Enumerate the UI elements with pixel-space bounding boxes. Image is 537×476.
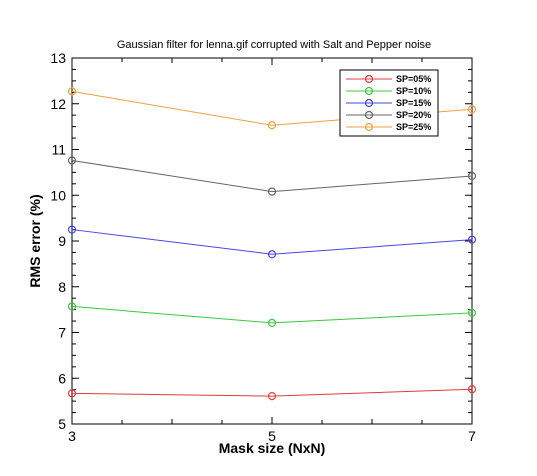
y-tick-label: 5: [58, 416, 66, 432]
chart-title: Gaussian filter for lenna.gif corrupted …: [117, 39, 431, 51]
data-point: [67, 87, 77, 96]
y-tick-label: 9: [58, 233, 66, 249]
y-tick-label: 8: [58, 279, 66, 295]
data-point: [267, 318, 277, 327]
legend: SP=05% SP=10% SP=15% SP=20% SP=25%: [339, 69, 439, 137]
series-3: [67, 225, 477, 259]
series-lines: [67, 87, 477, 401]
data-point: [267, 250, 277, 259]
data-point: [467, 235, 477, 244]
y-tick-label: 6: [58, 370, 66, 386]
data-point: [67, 225, 77, 234]
data-point: [67, 302, 77, 311]
y-tick-label: 13: [50, 50, 66, 66]
x-tick-label: 7: [468, 428, 476, 444]
data-point: [467, 385, 477, 394]
legend-swatch-marker: [364, 110, 374, 120]
y-tick-label: 12: [50, 96, 66, 112]
series-4: [67, 156, 477, 196]
series-line: [71, 388, 473, 397]
legend-label: SP=20%: [396, 110, 431, 120]
data-point: [467, 171, 477, 181]
y-tick-label: 7: [58, 325, 66, 341]
legend-swatch-marker: [364, 98, 374, 108]
data-point: [467, 308, 477, 317]
legend-entry: SP=15%: [346, 98, 431, 108]
series-line: [71, 159, 473, 193]
legend-swatch-marker: [364, 74, 374, 84]
series-2: [67, 302, 477, 327]
data-point: [267, 391, 277, 401]
legend-entry: SP=05%: [346, 74, 431, 84]
data-point: [67, 156, 77, 165]
y-tick-label: 10: [50, 187, 66, 203]
x-tick-label: 3: [68, 428, 76, 444]
series-line: [71, 229, 473, 255]
data-point: [467, 105, 477, 114]
data-point: [267, 121, 277, 130]
legend-label: SP=15%: [396, 98, 431, 108]
data-point: [67, 389, 77, 398]
x-axis-label: Mask size (NxN): [219, 440, 326, 456]
legend-label: SP=05%: [396, 74, 431, 84]
y-tick-label: 11: [51, 142, 66, 158]
legend-entry: SP=20%: [346, 110, 431, 120]
legend-label: SP=10%: [396, 86, 431, 96]
legend-swatch-marker: [364, 86, 374, 96]
legend-swatch-marker: [364, 122, 374, 132]
legend-entry: SP=25%: [346, 122, 431, 132]
legend-label: SP=25%: [396, 122, 431, 132]
series-1: [67, 385, 477, 401]
x-tick-label: 5: [268, 428, 276, 444]
series-line: [71, 305, 473, 324]
y-axis-label: RMS error (%): [27, 194, 43, 287]
legend-entry: SP=10%: [346, 86, 431, 96]
data-point: [267, 187, 277, 196]
